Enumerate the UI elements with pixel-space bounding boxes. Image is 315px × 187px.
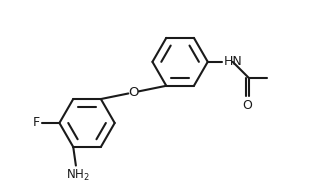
Text: O: O bbox=[128, 86, 139, 99]
Text: NH$_2$: NH$_2$ bbox=[66, 168, 90, 183]
Text: F: F bbox=[33, 117, 40, 129]
Text: HN: HN bbox=[224, 55, 243, 68]
Text: O: O bbox=[242, 99, 252, 112]
